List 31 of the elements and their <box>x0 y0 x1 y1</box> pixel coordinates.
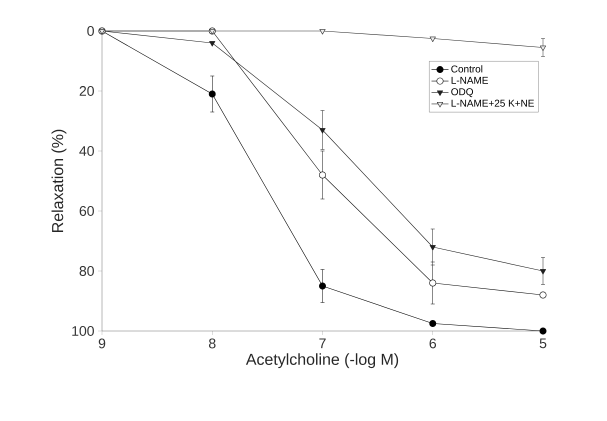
y-tick-label: 0 <box>87 26 94 36</box>
point <box>319 128 326 134</box>
point <box>429 320 436 327</box>
x-tick-label: 9 <box>98 338 106 348</box>
y-tick-label: 40 <box>79 146 94 156</box>
point <box>319 282 326 290</box>
y-tick-label: 80 <box>80 266 94 276</box>
legend-label: Control <box>451 65 482 72</box>
point <box>540 328 546 334</box>
point <box>319 172 326 178</box>
x-axis-title: Acetylcholine (-log M) <box>246 353 398 368</box>
point <box>319 29 326 34</box>
legend-label: ODQ <box>451 88 474 98</box>
legend-label: L-NAME <box>452 76 488 84</box>
y-axis-title: Relaxation (%) <box>52 130 66 232</box>
point <box>209 41 216 46</box>
point <box>540 46 546 51</box>
point <box>540 269 546 274</box>
legend-label: L-NAME+25 K+NE <box>452 100 534 107</box>
point <box>430 245 436 250</box>
x-tick-label: 6 <box>430 338 436 348</box>
x-tick-label: 7 <box>319 338 326 348</box>
y-tick-label: 20 <box>80 86 94 96</box>
y-tick-label: 100 <box>72 326 94 336</box>
x-tick-label: 5 <box>540 338 546 348</box>
point <box>208 90 216 98</box>
y-tick-label: 60 <box>80 206 94 216</box>
point <box>540 292 546 298</box>
x-tick-label: 8 <box>208 338 216 348</box>
point <box>429 280 436 286</box>
point <box>430 36 436 42</box>
